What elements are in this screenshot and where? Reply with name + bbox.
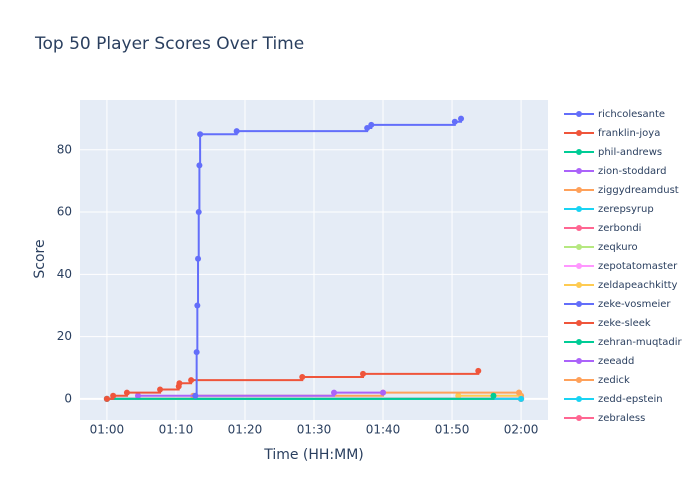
point (134, 392, 141, 399)
legend-item[interactable]: zedick (564, 375, 630, 386)
point (123, 389, 130, 396)
x-axis-title: Time (HH:MM) (263, 447, 364, 463)
point (194, 302, 201, 309)
legend-marker (576, 396, 582, 402)
y-tick-label: 60 (57, 205, 72, 219)
legend-label: ziggydreamdust (598, 185, 679, 196)
legend-label: zedick (598, 375, 630, 386)
legend-item[interactable]: richcolesante (564, 109, 665, 120)
legend-label: zeldapeachkitty (598, 280, 678, 291)
legend-marker (576, 111, 582, 117)
point (368, 121, 375, 128)
x-tick-label: 01:30 (297, 423, 332, 437)
point (380, 389, 387, 396)
legend-item[interactable]: franklin-joya (564, 128, 660, 139)
legend-marker (576, 244, 582, 250)
legend-marker (576, 187, 582, 193)
legend-item[interactable]: zebraless (564, 413, 645, 424)
legend-marker (576, 301, 582, 307)
x-tick-label: 01:00 (90, 423, 125, 437)
legend-marker (576, 282, 582, 288)
legend-item[interactable]: zeke-sleek (564, 318, 651, 329)
legend-marker (576, 206, 582, 212)
point (110, 392, 117, 399)
legend-marker (576, 263, 582, 269)
legend-label: zeeadd (598, 356, 634, 367)
y-tick-label: 40 (57, 267, 72, 281)
point (195, 255, 202, 262)
point (188, 377, 195, 384)
legend-item[interactable]: phil-andrews (564, 147, 662, 158)
point (193, 349, 200, 356)
legend-item[interactable]: zerbondi (564, 223, 641, 234)
legend-label: richcolesante (598, 109, 665, 120)
point (299, 374, 306, 381)
legend-item[interactable]: ziggydreamdust (564, 185, 679, 196)
point (458, 115, 465, 122)
legend-item[interactable]: zion-stoddard (564, 166, 666, 177)
point (103, 395, 110, 402)
point (157, 386, 164, 393)
x-tick-label: 02:00 (504, 423, 539, 437)
legend-label: franklin-joya (598, 128, 660, 139)
legend-item[interactable]: zeke-vosmeier (564, 299, 671, 310)
legend-item[interactable]: zehran-muqtadir (564, 337, 683, 348)
point (331, 389, 338, 396)
legend-label: zerepsyrup (598, 204, 654, 215)
legend-label: zeke-sleek (598, 318, 651, 329)
point (196, 162, 203, 169)
point (490, 392, 497, 399)
legend-marker (576, 339, 582, 345)
chart-title: Top 50 Player Scores Over Time (34, 34, 304, 54)
legend-item[interactable]: zeeadd (564, 356, 634, 367)
legend-item[interactable]: zeqkuro (564, 242, 638, 253)
legend-label: phil-andrews (598, 147, 662, 158)
point (192, 392, 199, 399)
point (360, 370, 367, 377)
point (195, 209, 202, 216)
point (516, 389, 523, 396)
point (518, 395, 525, 402)
y-tick-label: 80 (57, 142, 72, 156)
legend-marker (576, 168, 582, 174)
point (176, 380, 183, 387)
y-tick-label: 20 (57, 329, 72, 343)
legend-marker (576, 415, 582, 421)
legend-label: zion-stoddard (598, 166, 666, 177)
legend-marker (576, 130, 582, 136)
legend-marker (576, 149, 582, 155)
point (475, 367, 482, 374)
legend-marker (576, 225, 582, 231)
point (197, 131, 204, 138)
point (455, 392, 462, 399)
legend-item[interactable]: zepotatomaster (564, 261, 678, 272)
legend-label: zeqkuro (598, 242, 638, 253)
y-axis-title: Score (32, 239, 48, 278)
legend-label: zebraless (598, 413, 645, 424)
legend-item[interactable]: zeldapeachkitty (564, 280, 678, 291)
legend-marker (576, 320, 582, 326)
legend-label: zepotatomaster (598, 261, 678, 272)
legend-label: zerbondi (598, 223, 641, 234)
legend-item[interactable]: zerepsyrup (564, 204, 654, 215)
legend-label: zedd-epstein (598, 394, 663, 405)
point (451, 118, 458, 125)
x-tick-label: 01:20 (228, 423, 263, 437)
legend-item[interactable]: zedd-epstein (564, 394, 663, 405)
legend-label: zeke-vosmeier (598, 299, 671, 310)
legend-marker (576, 377, 582, 383)
x-tick-label: 01:40 (366, 423, 401, 437)
y-tick-label: 0 (64, 391, 72, 405)
x-tick-label: 01:50 (435, 423, 470, 437)
legend-label: zehran-muqtadir (598, 337, 683, 348)
point (364, 125, 371, 132)
legend-marker (576, 358, 582, 364)
point (233, 128, 240, 135)
x-tick-label: 01:10 (159, 423, 194, 437)
